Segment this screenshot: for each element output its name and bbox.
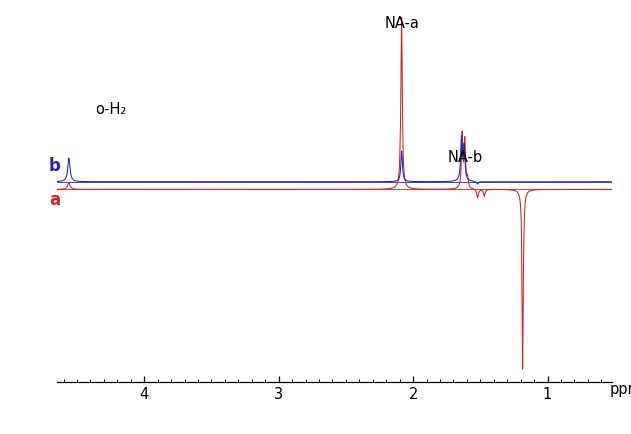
Text: b: b	[49, 158, 61, 175]
Text: a: a	[50, 191, 61, 209]
Text: ppm: ppm	[610, 382, 631, 397]
Text: o-H₂: o-H₂	[95, 102, 126, 117]
Text: NA-a: NA-a	[384, 16, 419, 31]
Text: NA-b: NA-b	[448, 151, 483, 165]
